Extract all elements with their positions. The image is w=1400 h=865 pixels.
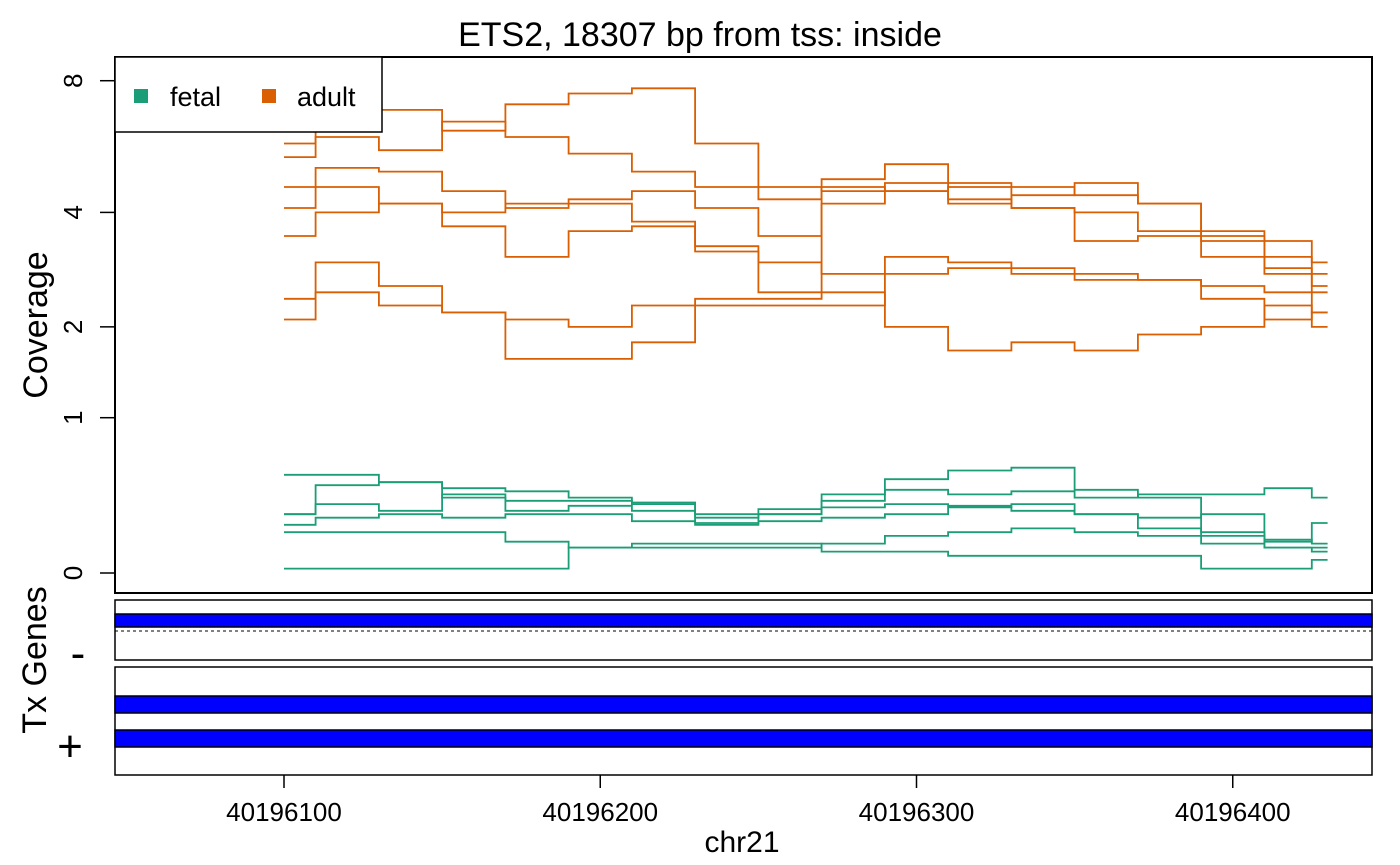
x-axis: 40196100 40196200 40196300 40196400 xyxy=(226,775,1291,827)
series-line-fetal-12 xyxy=(284,542,1328,570)
coverage-panel: 0 1 2 4 8 Coverage fetal adult xyxy=(17,56,1373,594)
series-line-fetal-11 xyxy=(284,527,1328,553)
x-tick-label: 40196100 xyxy=(226,797,342,827)
strand-label-minus: - xyxy=(71,629,86,678)
gene-bar-plus-1 xyxy=(114,695,1373,714)
y-axis-label: Coverage xyxy=(17,251,55,398)
series-line-fetal-8 xyxy=(284,481,1328,516)
strand-label-plus: + xyxy=(57,722,83,771)
y-tick-label: 1 xyxy=(58,410,88,424)
series-line-adult-6 xyxy=(284,267,1328,360)
y-tick-label: 4 xyxy=(58,205,88,219)
series-line-fetal-10 xyxy=(284,503,1328,545)
y-axis: 0 1 2 4 8 xyxy=(58,73,115,580)
series-line-adult-2 xyxy=(284,167,1328,287)
series-line-adult-5 xyxy=(284,261,1328,352)
series-line-adult-1 xyxy=(284,120,1328,294)
chart-title: ETS2, 18307 bp from tss: inside xyxy=(458,16,942,54)
gene-track-plus-frame xyxy=(114,666,1373,776)
x-axis-label: chr21 xyxy=(704,826,779,859)
y-tick-label: 0 xyxy=(58,566,88,580)
y-tick-label: 2 xyxy=(58,320,88,334)
gene-bar-minus xyxy=(114,613,1373,628)
gene-track-label: Tx Genes xyxy=(16,586,54,733)
legend-label-adult: adult xyxy=(297,82,356,112)
legend-label-fetal: fetal xyxy=(170,82,221,112)
gene-track-minus-frame xyxy=(114,599,1373,661)
coverage-plot-frame xyxy=(114,56,1373,594)
x-tick-label: 40196200 xyxy=(542,797,658,827)
x-tick-label: 40196300 xyxy=(859,797,975,827)
series-line-adult-4 xyxy=(284,202,1328,314)
gene-track-plus: + xyxy=(57,666,1373,776)
series-line-adult-3 xyxy=(284,186,1328,294)
legend-swatch-adult xyxy=(262,89,276,103)
legend: fetal adult xyxy=(114,56,383,133)
x-tick-label: 40196400 xyxy=(1175,797,1291,827)
series-layer xyxy=(284,87,1328,570)
gene-track-minus: - xyxy=(71,599,1373,678)
legend-box xyxy=(114,56,383,133)
legend-swatch-fetal xyxy=(134,89,148,103)
series-line-fetal-9 xyxy=(284,493,1328,543)
y-tick-label: 8 xyxy=(58,73,88,87)
gene-bar-plus-2 xyxy=(114,729,1373,748)
